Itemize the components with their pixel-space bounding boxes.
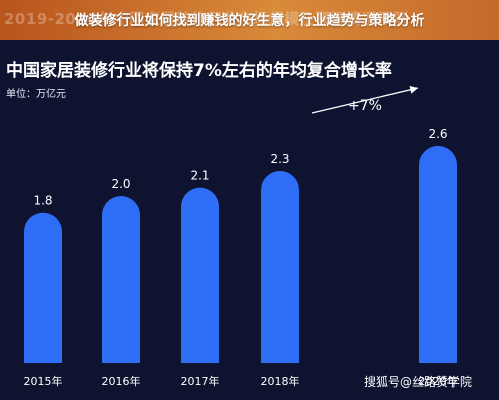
banner-title: 做装修行业如何找到赚钱的好生意，行业趋势与策略分析 (74, 13, 425, 29)
header-banner: 2019-2020年中国家居装修行业市场规模及预测情况预测 做装修行业如何找到赚… (0, 0, 499, 40)
value-label: 1.8 (33, 194, 52, 208)
x-tick-label: 2016年 (102, 374, 141, 388)
x-tick-label: 2020年 (419, 374, 458, 388)
bar-2020年 (419, 145, 457, 363)
bar-2017年 (181, 187, 219, 363)
bar-2018年 (261, 170, 299, 363)
growth-annotation: +7% (348, 98, 382, 114)
chart-title: 中国家居装修行业将保持7%左右的年均复合增长率 (6, 61, 392, 81)
value-label: 2.1 (190, 169, 209, 183)
banner-background-text: 2019-2020年中国家居装修行业市场规模及预测情况预测 (4, 10, 409, 28)
watermark: 搜狐号@丝路赞学院 (364, 375, 473, 389)
value-label: 2.6 (428, 127, 447, 141)
bar-2016年 (102, 196, 140, 363)
value-label: 2.3 (270, 152, 289, 166)
x-tick-label: 2017年 (181, 374, 220, 388)
growth-arrow (311, 85, 419, 114)
bar-2015年 (24, 212, 62, 363)
value-label: 2.0 (111, 177, 130, 191)
x-tick-label: 2018年 (261, 374, 300, 388)
unit-label: 单位：万亿元 (6, 89, 66, 100)
x-tick-label: 2015年 (24, 374, 63, 388)
